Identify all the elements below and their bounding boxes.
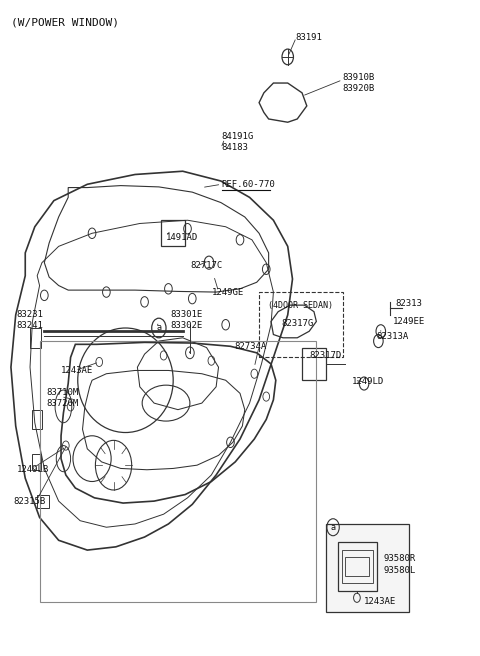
Text: 93580R
93580L: 93580R 93580L: [383, 554, 415, 575]
Text: 1243AE: 1243AE: [61, 366, 93, 375]
Bar: [33, 410, 42, 428]
Text: 82317D: 82317D: [309, 351, 341, 360]
Bar: [342, 550, 372, 583]
Bar: [302, 348, 326, 380]
Text: 1249EE: 1249EE: [393, 317, 425, 326]
Text: 1249LB: 1249LB: [17, 465, 49, 474]
Text: 83191: 83191: [295, 33, 322, 42]
Bar: [345, 557, 369, 576]
Text: 1249LD: 1249LD: [352, 377, 384, 386]
Text: 82734A: 82734A: [234, 342, 266, 351]
Text: 1249GE: 1249GE: [211, 287, 244, 297]
Bar: [161, 220, 185, 247]
Text: a: a: [331, 523, 336, 532]
Text: 82315B: 82315B: [13, 497, 46, 506]
Bar: [338, 543, 377, 591]
Text: 82313A: 82313A: [376, 332, 408, 341]
Bar: [33, 454, 41, 470]
Bar: [326, 524, 409, 612]
Text: a: a: [156, 323, 161, 333]
Text: 82313: 82313: [395, 298, 422, 308]
Bar: [39, 341, 316, 602]
Bar: [30, 328, 40, 348]
Text: REF.60-770: REF.60-770: [221, 180, 275, 189]
Text: (4DOOR SEDAN): (4DOOR SEDAN): [268, 300, 333, 310]
Text: (W/POWER WINDOW): (W/POWER WINDOW): [11, 18, 119, 28]
Text: 84191G
84183: 84191G 84183: [221, 132, 253, 152]
Text: 83910B
83920B: 83910B 83920B: [343, 73, 375, 93]
Text: 83301E
83302E: 83301E 83302E: [171, 310, 203, 330]
Text: 1243AE: 1243AE: [364, 596, 396, 605]
Text: 83231
83241: 83231 83241: [17, 310, 44, 330]
Bar: [259, 292, 343, 358]
Text: 1491AD: 1491AD: [166, 234, 198, 242]
Bar: [37, 495, 49, 508]
Text: 83710M
83720M: 83710M 83720M: [47, 388, 79, 408]
Text: 82317G: 82317G: [281, 319, 314, 328]
Text: 82717C: 82717C: [190, 262, 222, 270]
